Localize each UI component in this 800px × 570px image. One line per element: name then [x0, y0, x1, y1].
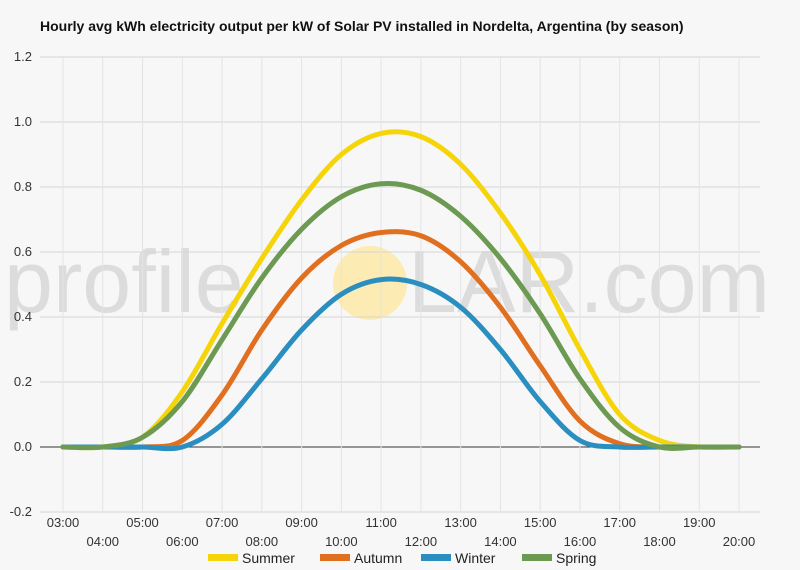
legend-label-spring: Spring — [556, 550, 596, 566]
x-tick-label: 03:00 — [47, 515, 80, 530]
chart-title: Hourly avg kWh electricity output per kW… — [40, 18, 684, 34]
legend: Summer Autumn Winter Spring — [208, 550, 596, 566]
watermark-text-left: profile — [4, 232, 244, 331]
legend-swatch-autumn — [320, 554, 350, 561]
axis-layer: -0.2 0.0 0.2 0.4 0.6 0.8 1.0 1.2 03:00 04:00 05:00… — [10, 49, 756, 549]
legend-swatch-winter — [421, 554, 451, 561]
x-tick-label: 18:00 — [643, 534, 676, 549]
series-line-autumn — [60, 229, 742, 450]
x-tick-label: 04:00 — [86, 534, 119, 549]
legend-label-autumn: Autumn — [354, 550, 402, 566]
x-tick-label: 10:00 — [325, 534, 358, 549]
series-line-spring — [60, 180, 742, 451]
x-tick-label: 11:00 — [365, 515, 397, 530]
x-tick-label: 08:00 — [246, 534, 279, 549]
x-tick-label: 05:00 — [126, 515, 159, 530]
y-tick-label: 0.6 — [14, 244, 32, 259]
watermark-text-right: LAR.com — [408, 232, 770, 331]
y-tick-label: 0.0 — [14, 439, 32, 454]
x-tick-label: 15:00 — [524, 515, 557, 530]
legend-swatch-spring — [522, 554, 552, 561]
y-tick-label: 0.2 — [14, 374, 32, 389]
y-tick-label: -0.2 — [10, 504, 32, 519]
x-tick-label: 06:00 — [166, 534, 199, 549]
series-layer — [60, 129, 742, 452]
legend-label-winter: Winter — [455, 550, 496, 566]
x-tick-label: 20:00 — [723, 534, 756, 549]
series-line-winter — [60, 276, 742, 452]
x-tick-label: 07:00 — [206, 515, 239, 530]
x-tick-label: 09:00 — [285, 515, 318, 530]
legend-label-summer: Summer — [242, 550, 295, 566]
x-tick-label: 19:00 — [683, 515, 716, 530]
series-line-summer — [60, 129, 742, 451]
y-tick-label: 1.2 — [14, 49, 32, 64]
y-tick-label: 0.4 — [14, 309, 32, 324]
x-tick-label: 14:00 — [484, 534, 517, 549]
watermark: profile LAR.com — [4, 232, 770, 331]
x-tick-label: 17:00 — [603, 515, 636, 530]
x-tick-label: 12:00 — [405, 534, 438, 549]
y-tick-label: 0.8 — [14, 179, 32, 194]
x-tick-label: 13:00 — [444, 515, 477, 530]
y-tick-label: 1.0 — [14, 114, 32, 129]
x-tick-label: 16:00 — [564, 534, 597, 549]
legend-swatch-summer — [208, 554, 238, 561]
